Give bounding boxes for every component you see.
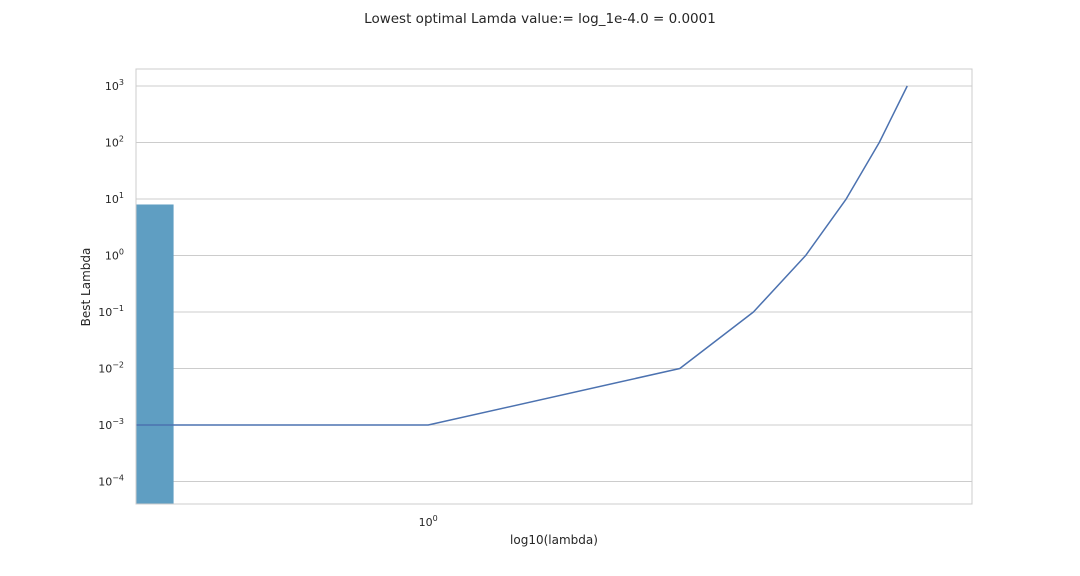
- chart-title: Lowest optimal Lamda value:= log_1e-4.0 …: [364, 11, 716, 27]
- y-tick-label: 10−2: [98, 361, 124, 376]
- y-tick-label: 102: [105, 135, 124, 150]
- series-line: [136, 85, 908, 426]
- y-tick-label: 10−3: [98, 417, 124, 432]
- y-tick-label: 10−1: [98, 304, 124, 319]
- x-axis-ticks: 100: [419, 514, 438, 529]
- plot-area-frame: [135, 68, 973, 505]
- y-tick-label: 101: [105, 191, 124, 206]
- bar: [136, 204, 174, 505]
- y-tick-label: 10−4: [98, 474, 124, 489]
- y-axis-ticks: 10−4 10−3 10−2 10−1 100 101 102 103: [98, 78, 124, 489]
- y-tick-label: 100: [105, 248, 124, 263]
- series-lines: [136, 85, 908, 426]
- x-axis-label: log10(lambda): [510, 533, 598, 547]
- gridlines: [136, 85, 972, 483]
- y-tick-label: 103: [105, 78, 124, 93]
- bars: [136, 204, 174, 505]
- y-axis-label: Best Lambda: [79, 248, 93, 327]
- x-tick-label: 100: [419, 514, 438, 529]
